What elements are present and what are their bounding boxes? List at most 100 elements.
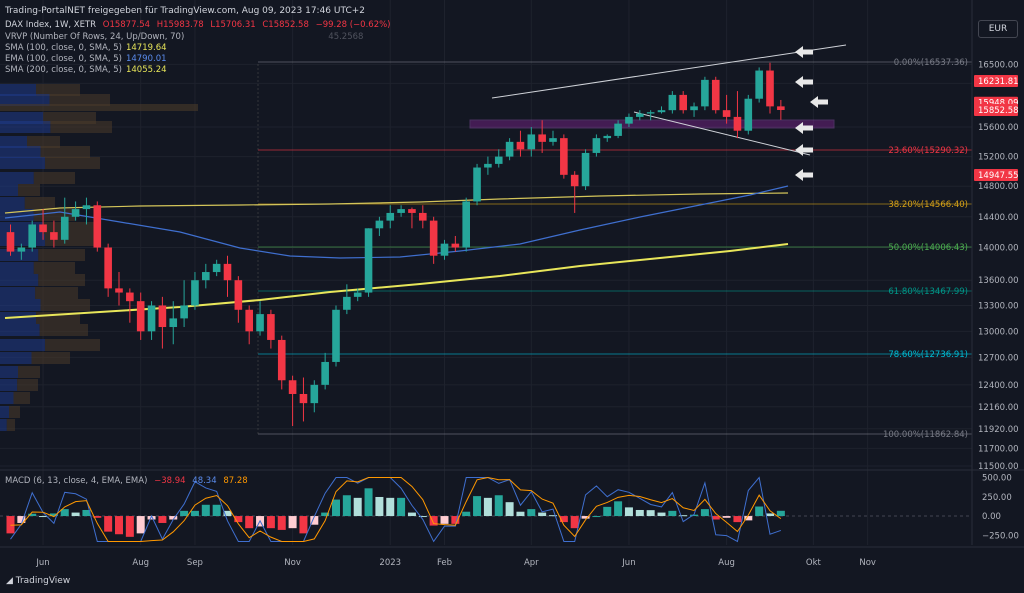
volume-profile-down [24, 197, 55, 209]
candle-body [93, 205, 102, 248]
macd-histogram-bar [527, 509, 536, 517]
price-axis-label: 14400.00 [978, 213, 1019, 223]
indicator-sma200[interactable]: SMA (200, close, 0, SMA, 5) 14055.24 [5, 65, 167, 75]
ohlc-close: C15852.58 [262, 20, 309, 30]
volume-profile-up [0, 172, 34, 184]
candle-body [505, 141, 514, 157]
volume-profile-up [0, 249, 39, 261]
fib-level-label: 0.00%(16537.36) [894, 58, 968, 68]
volume-profile-down [42, 222, 95, 234]
macd-histogram-bar [82, 509, 91, 517]
volume-profile-down [17, 379, 38, 391]
macd-signal-line [10, 477, 782, 542]
volume-profile-up [0, 339, 45, 351]
macd-histogram-bar [17, 516, 26, 523]
candle-body [332, 309, 340, 362]
candle-body [603, 135, 612, 139]
volume-profile-down [39, 324, 88, 336]
macd-histogram-bar [744, 516, 753, 521]
macd-histogram-bar [310, 516, 319, 525]
volume-profile-down [31, 352, 70, 364]
volume-profile-up [0, 94, 50, 106]
macd-histogram-bar [93, 516, 102, 518]
price-axis-label: 11500.00 [978, 462, 1019, 472]
annotation-arrow [795, 122, 813, 134]
price-axis-label: 14800.00 [978, 182, 1019, 192]
candle-body [625, 116, 633, 124]
fib-level-label: 38.20%(14566.40) [888, 200, 968, 210]
fib-level-label: 78.60%(12736.91) [888, 350, 968, 360]
macd-legend[interactable]: MACD (6, 13, close, 4, EMA, EMA) −38.94 … [5, 476, 248, 486]
macd-histogram-bar [223, 510, 232, 517]
macd-histogram-bar [603, 506, 612, 517]
candle-body [451, 243, 460, 248]
macd-histogram-bar [115, 516, 123, 535]
candle-body [581, 152, 590, 187]
volume-profile-up [0, 352, 32, 364]
price-axis-label: 16500.00 [978, 60, 1019, 70]
candle-body [473, 167, 481, 202]
volume-profile-up [0, 121, 51, 133]
macd-histogram-bar [657, 512, 666, 517]
macd-histogram-bar [635, 509, 644, 517]
macd-histogram-bar [375, 496, 384, 517]
volume-profile-down [33, 262, 75, 274]
volume-profile-down [35, 287, 78, 299]
indicator-vrvp[interactable]: VRVP (Number Of Rows, 24, Up/Down, 70) 45… [5, 32, 364, 42]
price-axis-label: 12160.00 [978, 403, 1019, 413]
macd-histogram-bar [614, 501, 623, 517]
volume-profile-down [18, 184, 40, 196]
time-axis-label: Aug [718, 558, 735, 568]
volume-profile-down [45, 339, 100, 351]
macd-histogram-bar [581, 516, 590, 519]
volume-profile-down [27, 136, 60, 148]
candle-body [212, 263, 221, 273]
macd-histogram-bar [624, 507, 633, 517]
currency-selector[interactable]: EUR [978, 20, 1018, 38]
candle-body [234, 280, 243, 310]
volume-profile-down [33, 209, 75, 221]
ema100-line [4, 185, 789, 259]
macd-histogram-bar [700, 509, 709, 517]
macd-histogram-bar [473, 496, 482, 517]
candle-body [245, 309, 253, 332]
candle-body [343, 296, 351, 310]
price-axis-label: 12700.00 [978, 353, 1019, 363]
candle-body [527, 134, 536, 150]
candle-body [397, 209, 405, 213]
macd-histogram-bar [549, 515, 557, 517]
candle-body [462, 201, 470, 248]
price-axis-label: 11920.00 [978, 425, 1019, 435]
candle-body [6, 232, 15, 252]
candle-body [39, 224, 47, 233]
macd-axis-label: 500.00 [982, 474, 1012, 484]
macd-histogram-bar [353, 497, 362, 517]
volume-profile-up [0, 222, 43, 234]
macd-histogram-bar [766, 513, 774, 517]
macd-histogram-bar [418, 516, 427, 518]
macd-histogram-bar [646, 510, 655, 517]
volume-profile-up [0, 287, 36, 299]
volume-profile-up [0, 419, 7, 431]
volume-profile-down [6, 419, 15, 431]
candle-body [310, 384, 319, 404]
ohlc-low: L15706.31 [210, 20, 256, 30]
candle-body [592, 138, 601, 153]
volume-profile-down [40, 299, 90, 311]
indicator-ema100[interactable]: EMA (100, close, 0, SMA, 5) 14790.01 [5, 54, 167, 64]
time-axis-label: Okt [806, 558, 822, 568]
candle-body [147, 305, 156, 332]
candle-body [646, 112, 655, 114]
macd-histogram-bar [190, 510, 199, 517]
annotation-arrow [810, 96, 828, 108]
ohlc-high: H15983.78 [156, 20, 204, 30]
price-axis-label: 15600.00 [978, 123, 1019, 133]
volume-profile-up [0, 157, 45, 169]
indicator-sma100[interactable]: SMA (100, close, 0, SMA, 5) 14719.64 [5, 43, 167, 53]
time-axis-label: 2023 [379, 558, 401, 568]
candle-body [28, 224, 36, 248]
volume-profile-up [0, 274, 39, 286]
macd-histogram-bar [668, 510, 677, 517]
candle-body [136, 301, 145, 332]
